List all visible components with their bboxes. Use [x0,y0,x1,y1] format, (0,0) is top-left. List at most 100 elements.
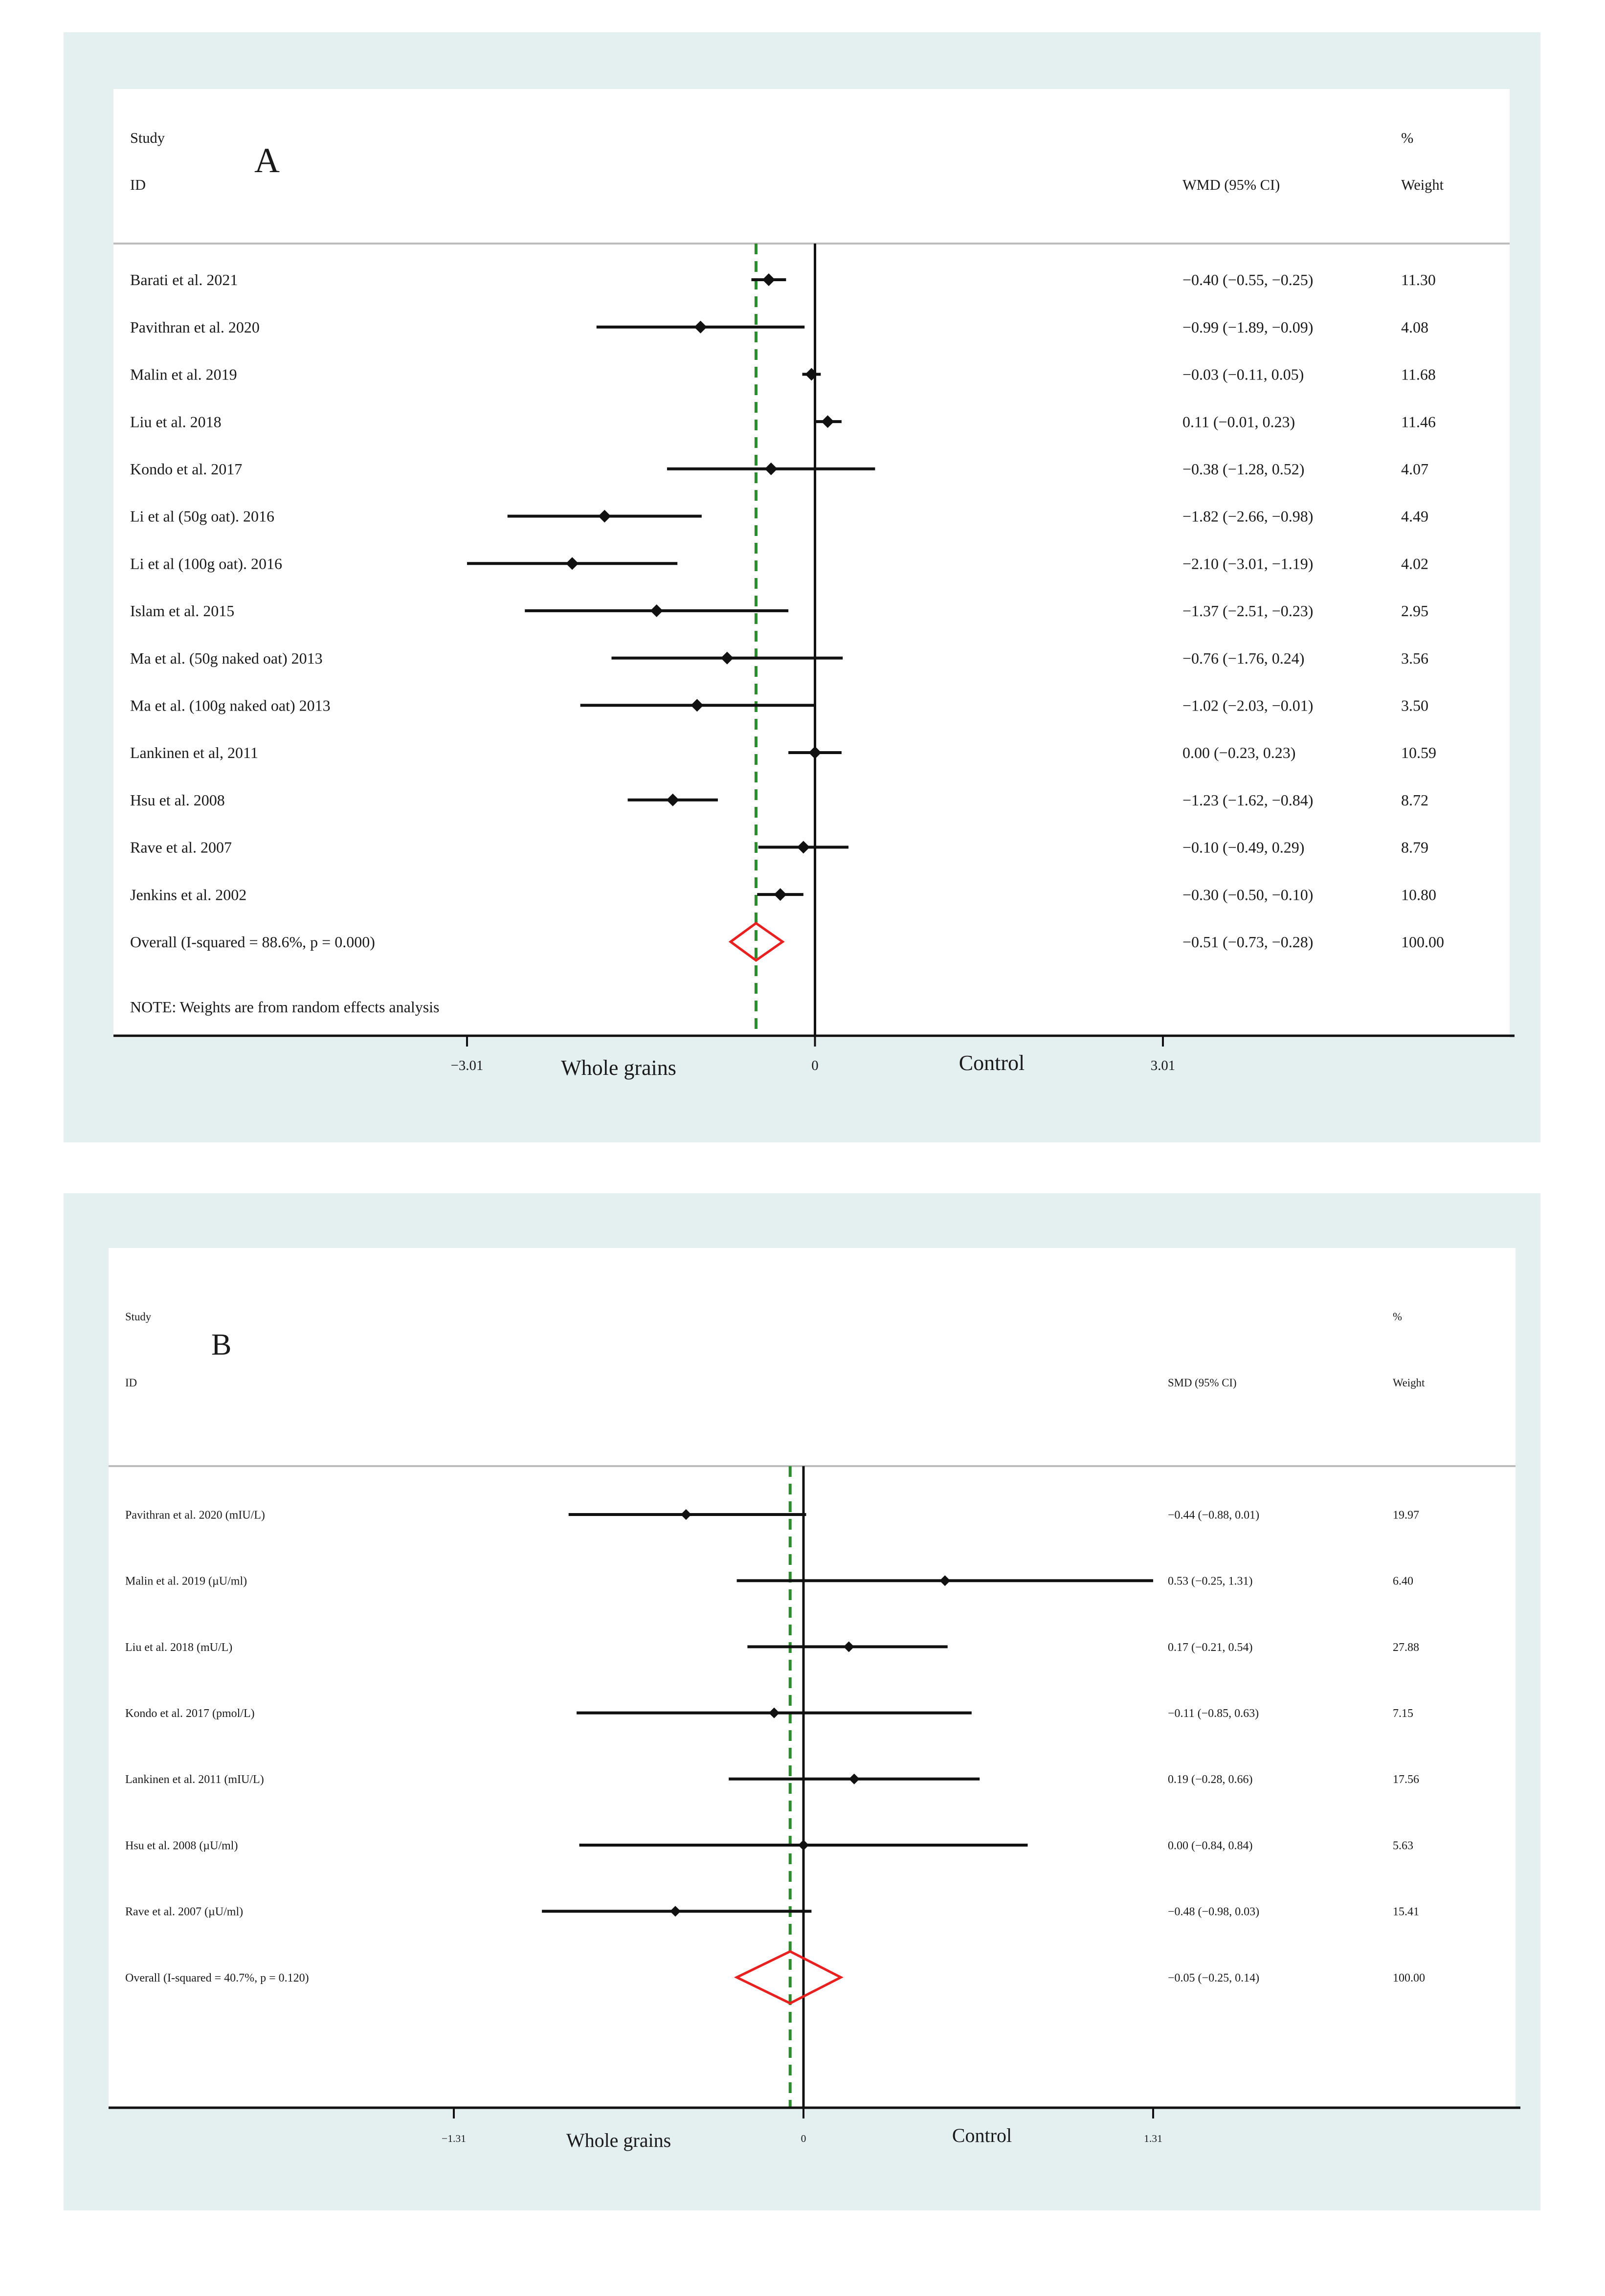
b-study-name: Rave et al. 2007 (µU/ml) [125,1906,243,1918]
b-effect-ci: −0.11 (−0.85, 0.63) [1168,1707,1259,1720]
a-study-name: Li et al (100g oat). 2016 [130,555,282,572]
b-effect-ci: 0.19 (−0.28, 0.66) [1168,1773,1253,1786]
a-effect-ci: −1.37 (−2.51, −0.23) [1182,602,1313,620]
a-weight-value: 3.50 [1401,697,1428,714]
a-effect-ci: −0.38 (−1.28, 0.52) [1182,460,1304,478]
a-weight-value: 10.59 [1401,744,1436,761]
a-point-estimate [797,841,810,854]
a-effect-ci: −1.23 (−1.62, −0.84) [1182,791,1313,809]
a-weight-value: 4.02 [1401,555,1428,572]
a-study-name: Liu et al. 2018 [130,413,222,430]
a-x-tick-label: 0 [811,1058,818,1073]
a-note: NOTE: Weights are from random effects an… [130,998,440,1016]
b-header-weight: Weight [1393,1377,1425,1389]
a-weight-value: 3.56 [1401,649,1428,667]
a-weight-value: 8.72 [1401,791,1428,809]
b-overall-effect-ci: −0.05 (−0.25, 0.14) [1168,1972,1259,1984]
a-study-name: Rave et al. 2007 [130,839,232,856]
a-point-estimate [598,510,611,523]
b-overall-diamond [734,1950,844,2005]
a-weight-value: 11.46 [1401,413,1436,430]
a-study-name: Malin et al. 2019 [130,366,237,383]
a-point-estimate [764,462,778,475]
a-point-estimate [821,415,834,428]
a-point-estimate [691,699,704,712]
a-effect-ci: −0.99 (−1.89, −0.09) [1182,318,1313,336]
b-weight-value: 19.97 [1393,1509,1419,1521]
a-effect-ci: 0.11 (−0.01, 0.23) [1182,413,1295,430]
a-study-name: Pavithran et al. 2020 [130,318,260,336]
b-point-estimate [680,1509,691,1520]
a-point-estimate [808,746,822,759]
b-point-estimate [939,1575,951,1586]
a-header-effect: WMD (95% CI) [1182,177,1280,193]
a-effect-ci: −0.76 (−1.76, 0.24) [1182,649,1304,667]
b-x-tick-label: 0 [801,2133,806,2144]
b-point-estimate [798,1840,809,1850]
a-point-estimate [694,320,707,334]
b-point-estimate [670,1906,681,1917]
a-study-name: Li et al (50g oat). 2016 [130,508,274,525]
b-weight-value: 27.88 [1393,1641,1419,1654]
a-effect-ci: −1.82 (−2.66, −0.98) [1182,508,1313,525]
a-weight-value: 4.07 [1401,460,1428,478]
b-overall-weight: 100.00 [1393,1972,1425,1984]
a-study-name: Ma et al. (50g naked oat) 2013 [130,649,323,667]
b-study-name: Kondo et al. 2017 (pmol/L) [125,1707,255,1720]
a-effect-ci: −0.30 (−0.50, −0.10) [1182,886,1313,903]
a-x-tick-label: 3.01 [1151,1058,1175,1073]
a-effect-ci: −0.10 (−0.49, 0.29) [1182,839,1304,856]
a-weight-value: 2.95 [1401,602,1428,620]
a-overall-label: Overall (I‑squared = 88.6%, p = 0.000) [130,933,375,951]
b-header-study: Study [125,1311,152,1323]
a-weight-value: 11.30 [1401,271,1436,289]
a-overall-effect-ci: −0.51 (−0.73, −0.28) [1182,933,1313,951]
b-x-tick-label: −1.31 [442,2133,466,2144]
a-header-study: Study [130,130,165,146]
a-weight-value: 4.49 [1401,508,1428,525]
b-point-estimate [843,1641,854,1652]
a-study-name: Hsu et al. 2008 [130,791,225,809]
a-weight-value: 8.79 [1401,839,1428,856]
b-plot-area [109,1248,1516,2108]
a-weight-value: 10.80 [1401,886,1436,903]
a-point-estimate [566,557,579,570]
a-point-estimate [774,888,787,901]
a-effect-ci: −1.02 (−2.03, −0.01) [1182,697,1313,714]
a-study-name: Kondo et al. 2017 [130,460,242,478]
a-point-estimate [762,273,775,286]
a-header-id: ID [130,177,146,193]
a-header-weight: Weight [1401,177,1444,193]
b-left-label: Whole grains [566,2129,671,2151]
b-panel-label: B [211,1328,231,1361]
b-point-estimate [848,1773,860,1784]
a-effect-ci: −2.10 (−3.01, −1.19) [1182,555,1313,572]
b-header-effect: SMD (95% CI) [1168,1377,1237,1389]
b-study-name: Lankinen et al. 2011 (mIU/L) [125,1773,264,1786]
b-weight-value: 17.56 [1393,1773,1419,1786]
a-effect-ci: 0.00 (−0.23, 0.23) [1182,744,1295,761]
a-point-estimate [650,604,663,617]
a-overall-diamond [728,921,785,962]
b-effect-ci: −0.44 (−0.88, 0.01) [1168,1509,1259,1521]
a-study-name: Ma et al. (100g naked oat) 2013 [130,697,331,714]
a-study-name: Lankinen et al, 2011 [130,744,258,761]
forest-plot-b: Study ID SMD (95% CI)% Weight B Pavithran et … [109,1248,1520,2151]
a-x-tick-label: −3.01 [451,1058,484,1073]
b-overall-label: Overall (I‑squared = 40.7%, p = 0.120) [125,1972,309,1984]
a-weight-value: 11.68 [1401,366,1436,383]
a-left-label: Whole grains [561,1056,676,1080]
a-right-label: Control [959,1051,1025,1075]
a-study-name: Barati et al. 2021 [130,271,238,289]
b-effect-ci: −0.48 (−0.98, 0.03) [1168,1906,1259,1918]
a-point-estimate [720,651,734,665]
b-effect-ci: 0.53 (−0.25, 1.31) [1168,1575,1253,1588]
b-weight-value: 6.40 [1393,1575,1413,1588]
a-effect-ci: −0.03 (−0.11, 0.05) [1182,366,1304,383]
a-point-estimate [666,793,679,806]
b-effect-ci: 0.00 (−0.84, 0.84) [1168,1839,1253,1852]
b-x-tick-label: 1.31 [1144,2133,1162,2144]
a-plot-area [113,89,1510,1038]
b-right-label: Control [952,2124,1012,2146]
a-study-name: Jenkins et al. 2002 [130,886,246,903]
